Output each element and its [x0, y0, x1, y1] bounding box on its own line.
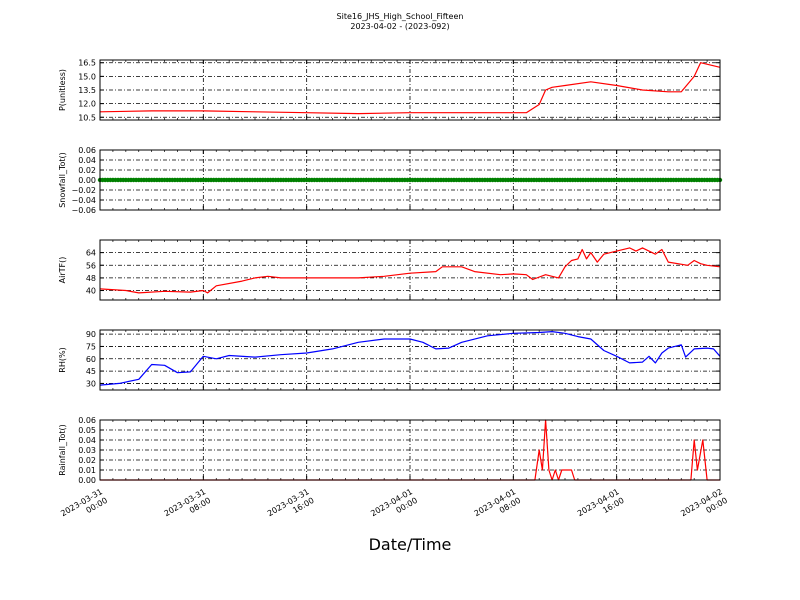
y-tick-label: 0.04	[78, 156, 96, 165]
y-tick-label: 15.0	[78, 72, 96, 81]
x-axis-label: Date/Time	[369, 535, 452, 554]
y-axis-label: P(unitless)	[58, 69, 67, 111]
series-line	[99, 62, 721, 115]
y-tick-label: 0.00	[78, 476, 96, 485]
y-tick-label: −0.04	[71, 196, 96, 205]
y-tick-label: 64	[86, 249, 96, 258]
y-tick-label: 0.06	[78, 146, 96, 155]
panel-2: −0.06−0.04−0.020.000.020.040.06 Snowfall_…	[58, 146, 723, 215]
y-tick-label: 56	[86, 261, 96, 270]
y-tick-label: 0.01	[78, 466, 96, 475]
y-tick-label: 48	[86, 274, 96, 283]
panel-1: 10.5 12.0 13.5 15.0 16.5 P(unitless)	[58, 59, 721, 122]
axes-frame	[99, 419, 721, 481]
panel-3: 40 48 56 64 AirTF()	[58, 239, 721, 301]
axes-frame	[99, 239, 721, 301]
y-tick-label: 0.04	[78, 436, 96, 445]
y-axis-label: Rainfall_Tot()	[58, 424, 67, 476]
figure-subtitle: 2023-04-02 - (2023-092)	[350, 22, 449, 31]
panel-4: 30 45 60 75 90 RH(%)	[58, 329, 721, 391]
panels: 10.512.013.515.016.5P(unitless)−0.06−0.0…	[58, 59, 723, 485]
y-tick-label: 0.00	[78, 176, 96, 185]
y-axis-label: RH(%)	[58, 347, 67, 372]
y-tick-label: −0.02	[71, 186, 96, 195]
y-tick-label: 0.02	[78, 456, 96, 465]
y-tick-label: 45	[86, 367, 96, 376]
y-axis-label: AirTF()	[58, 257, 67, 284]
y-tick-label: 0.05	[78, 426, 96, 435]
y-tick-label: 30	[86, 379, 96, 388]
y-tick-label: 16.5	[78, 59, 96, 68]
y-tick-label: 0.02	[78, 166, 96, 175]
y-tick-label: 12.0	[78, 100, 96, 109]
axes-frame	[99, 329, 721, 391]
y-tick-label: 13.5	[78, 86, 96, 95]
y-tick-label: 60	[86, 355, 96, 364]
series-line	[99, 247, 721, 294]
y-tick-label: 10.5	[78, 113, 96, 122]
y-tick-label: 90	[86, 330, 96, 339]
figure-title: Site16_JHS_High_School_Fifteen	[337, 12, 464, 21]
y-tick-label: 0.06	[78, 416, 96, 425]
y-axis-label: Snowfall_Tot()	[58, 152, 67, 208]
y-tick-label: 0.03	[78, 446, 96, 455]
axes-frame	[99, 149, 721, 211]
y-tick-label: 75	[86, 342, 96, 351]
series-line	[99, 331, 721, 386]
series-line	[100, 419, 720, 481]
y-tick-label: −0.06	[71, 206, 96, 215]
grid	[99, 60, 721, 120]
axes-frame	[99, 59, 721, 121]
y-tick-label: 40	[86, 287, 96, 296]
series-points	[97, 177, 723, 183]
grid	[99, 240, 721, 300]
panel-5: 0.000.010.020.030.040.050.06 Rainfall_Tot…	[58, 416, 721, 485]
grid	[99, 330, 721, 390]
